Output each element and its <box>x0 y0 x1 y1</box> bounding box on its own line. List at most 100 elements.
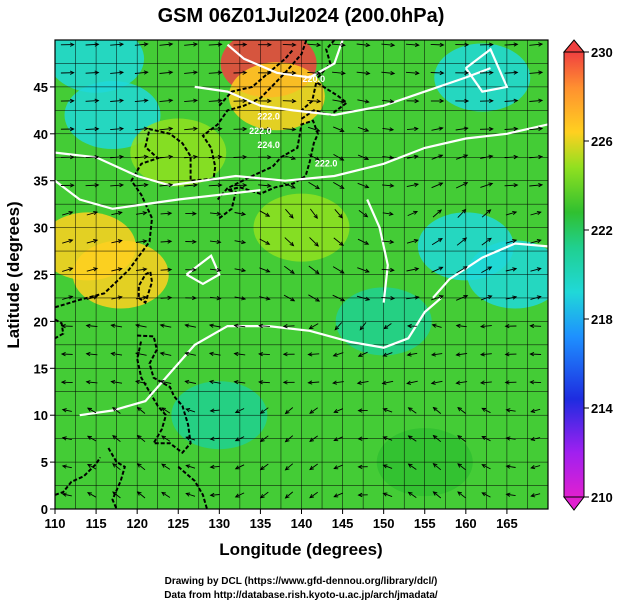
streamline-arrow <box>159 154 174 160</box>
streamline-arrow <box>110 379 123 385</box>
streamline-arrow <box>110 154 125 160</box>
streamline-arrow <box>135 295 148 300</box>
streamline-arrow <box>357 126 370 132</box>
wind-streamlines <box>60 42 544 499</box>
streamline-arrow <box>457 491 466 499</box>
streamline-arrow <box>357 492 368 498</box>
streamline-arrow <box>110 126 125 131</box>
streamline-arrow <box>307 42 322 48</box>
streamline-arrow <box>62 239 74 244</box>
streamline-arrow <box>309 237 319 247</box>
streamline-arrow <box>112 491 121 499</box>
streamline-arrow <box>135 379 147 385</box>
streamline-arrow <box>258 126 272 132</box>
streamline-arrow <box>160 211 173 216</box>
colorbar-scale <box>563 51 585 498</box>
streamline-arrow <box>60 323 73 329</box>
streamline-arrow <box>185 267 197 273</box>
plot-area: 220.0 222.0 222.0 224.0 222.0 <box>55 40 548 509</box>
coastline-2 <box>300 80 349 120</box>
streamline-arrow <box>258 42 272 47</box>
streamline-arrow <box>184 42 199 47</box>
coastline-4 <box>137 270 154 305</box>
streamline-arrow <box>456 266 468 274</box>
streamline-arrow <box>381 380 394 385</box>
streamline-arrow <box>359 322 367 331</box>
streamline-arrow <box>259 463 269 471</box>
streamline-arrow <box>332 380 344 385</box>
streamline-arrow <box>432 209 442 218</box>
streamline-arrow <box>259 296 271 301</box>
streamline-arrow <box>284 407 294 415</box>
streamline-arrow <box>406 238 419 244</box>
contour-line-8 <box>185 253 221 286</box>
streamline-arrow <box>407 463 417 470</box>
streamline-arrow <box>480 154 494 159</box>
streamline-arrow <box>233 70 248 75</box>
streamline-arrow <box>481 492 491 498</box>
streamline-arrow <box>258 70 272 76</box>
streamline-arrow <box>307 99 322 104</box>
contour-line-2 <box>194 67 491 117</box>
streamline-arrow <box>456 182 469 189</box>
streamline-arrow <box>112 463 121 471</box>
streamline-arrow <box>479 324 492 329</box>
colorbar-top-arrow <box>562 39 586 53</box>
streamline-arrow <box>282 127 297 132</box>
y-tick-label: 20 <box>34 314 48 329</box>
streamline-arrow <box>60 183 75 188</box>
streamline-arrow <box>381 42 396 48</box>
x-tick-label: 150 <box>373 516 395 531</box>
x-tick-label: 115 <box>86 516 107 531</box>
streamline-arrow <box>407 210 419 217</box>
streamline-arrow <box>333 436 343 442</box>
x-tick-label: 155 <box>414 516 436 531</box>
contour-label: 222.0 <box>315 159 338 169</box>
streamline-arrow <box>381 267 395 273</box>
streamline-arrow <box>308 181 320 190</box>
coastline-8 <box>107 447 126 509</box>
streamline-arrow <box>285 208 294 219</box>
field-feature-8 <box>434 43 531 112</box>
streamline-arrow <box>258 380 270 385</box>
streamline-arrow <box>135 323 147 328</box>
streamline-arrow <box>530 493 541 498</box>
streamline-arrow <box>110 182 125 188</box>
coastline-1 <box>216 119 319 219</box>
streamline-arrow <box>382 352 393 357</box>
streamline-arrow <box>282 42 297 47</box>
chart-title: GSM 06Z01Jul2024 (200.0hPa) <box>158 5 445 27</box>
streamline-arrow <box>332 294 346 302</box>
streamline-arrow <box>455 154 469 160</box>
streamline-arrow <box>184 70 199 75</box>
streamline-arrow <box>60 155 75 160</box>
contour-labels: 220.0 222.0 222.0 224.0 222.0 <box>249 74 337 168</box>
streamline-arrow <box>209 267 222 273</box>
streamline-arrow <box>333 408 343 413</box>
streamline-arrow <box>282 70 297 76</box>
coastlines <box>55 40 349 509</box>
streamline-arrow <box>504 126 519 132</box>
streamline-arrow <box>161 463 171 470</box>
streamline-arrow <box>431 266 444 273</box>
streamline-arrow <box>432 463 442 471</box>
coastline-0 <box>55 40 308 309</box>
streamline-arrow <box>136 491 146 499</box>
streamline-arrow <box>431 154 444 160</box>
streamline-arrow <box>258 155 272 160</box>
streamline-arrow <box>234 492 245 498</box>
streamline-arrow <box>209 211 222 216</box>
streamline-arrow <box>284 237 295 247</box>
streamline-arrow <box>479 70 494 75</box>
contour-line-6 <box>366 199 389 303</box>
coastline-9 <box>55 456 102 496</box>
streamline-arrow <box>208 183 223 188</box>
streamline-arrow <box>333 154 345 161</box>
streamline-arrow <box>85 323 98 328</box>
streamline-arrow <box>161 435 171 442</box>
streamline-arrow <box>332 266 345 274</box>
streamline-arrow <box>110 351 123 357</box>
streamline-arrow <box>233 126 248 132</box>
coastline-10 <box>218 48 295 107</box>
streamline-arrow <box>529 154 544 160</box>
